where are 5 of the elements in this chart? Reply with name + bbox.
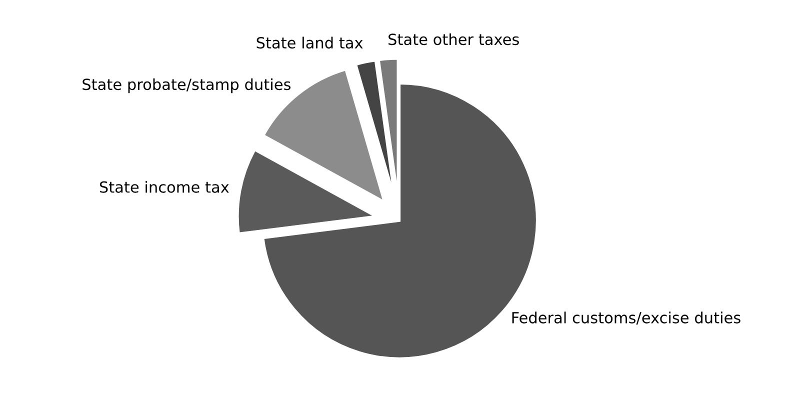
slice-label: Federal customs/excise duties	[512, 312, 740, 325]
slice-label: State probate/stamp duties	[82, 78, 290, 94]
slice-label: State income tax	[100, 181, 229, 193]
slice-label: State other taxes	[388, 33, 519, 46]
slice-label: State land tax	[256, 36, 363, 49]
